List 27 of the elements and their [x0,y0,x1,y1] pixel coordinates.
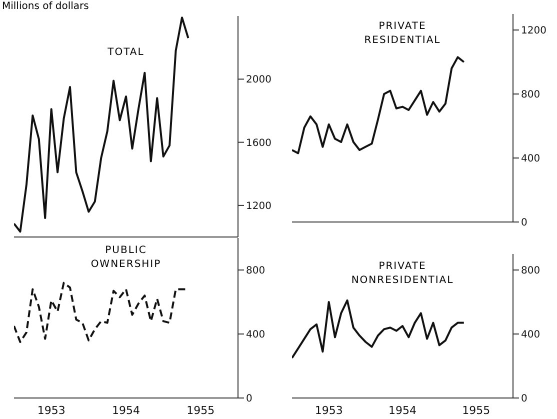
x-tick-label: 1955 [186,404,215,417]
y-tick-label: 400 [246,330,266,341]
y-tick-label: 800 [246,266,266,277]
x-tick-label: 1954 [388,404,416,417]
x-tick-label: 1955 [462,404,490,417]
line-series [292,56,465,154]
y-axis-title: Millions of dollars [2,1,89,13]
y-tick-label: 1200 [246,200,272,212]
text: PRIVATE NONRESIDENTIAL [350,260,455,288]
text: PRIVATE RESIDENTIAL [363,20,442,48]
y-tick-label: 400 [521,330,540,341]
y-tick-label: 1200 [521,26,546,37]
y-tick-label: 1600 [246,138,272,149]
text: TOTAL [106,46,146,60]
x-tick-label: 1953 [37,404,66,417]
y-tick-label: 400 [521,154,540,165]
line-series [14,16,190,233]
y-tick-label: 0 [521,394,528,405]
y-tick-label: 800 [521,90,540,101]
y-tick-label: 0 [521,218,528,229]
x-tick-label: 1953 [314,404,343,417]
y-tick-label: 2000 [246,74,272,86]
x-tick-label: 1954 [112,404,140,417]
line-series [292,299,465,359]
y-tick-label: 800 [521,266,540,277]
text: PUBLIC OWNERSHIP [90,244,162,272]
y-tick-label: 0 [246,394,252,405]
